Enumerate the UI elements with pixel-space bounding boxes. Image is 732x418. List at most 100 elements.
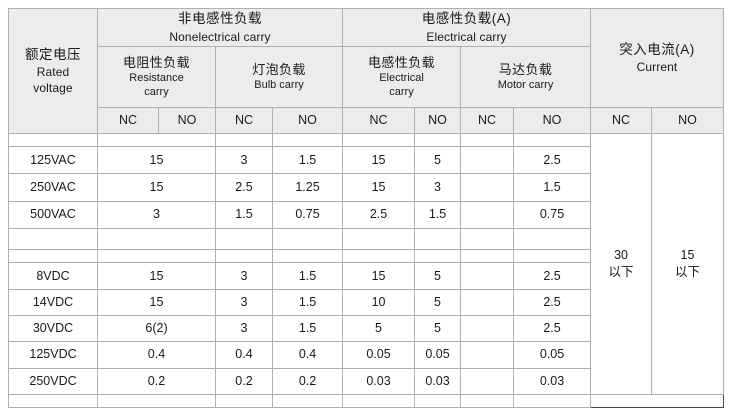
table-row: 250VAC 15 2.5 1.25 15 3 1.5	[8, 173, 724, 202]
subgroup-header-motor: 马达负载 Motor carry	[460, 46, 592, 108]
subgroup-bulb-cn: 灯泡负载	[252, 62, 306, 78]
group-current-en: Current	[636, 60, 678, 75]
cell-motor-nc	[460, 173, 515, 202]
current-no-value: 15	[680, 248, 695, 263]
data-top-spacer: 30 以下 15 以下	[8, 132, 724, 395]
cell-resistance: 0.2	[97, 367, 216, 395]
cell-motor-no: 2.5	[513, 314, 592, 343]
current-no-cell: 15 以下	[651, 133, 724, 395]
contact-header-motor-nc: NC	[460, 107, 515, 134]
cell-bulb-no: 0.75	[271, 200, 344, 230]
cell-electrical-no: 0.03	[414, 367, 462, 395]
contact-header-bulb-no: NO	[271, 107, 344, 134]
cell-motor-nc	[460, 200, 515, 230]
divider-cell-voltage	[8, 228, 98, 251]
subgroup-header-electrical: 电感性负载 Electrical carry	[342, 46, 462, 108]
divider-cell-motor-no	[513, 228, 592, 251]
row-label-voltage: 250VAC	[8, 173, 98, 202]
cell-electrical-nc: 2.5	[342, 200, 416, 230]
cell-electrical-no: 0.05	[414, 341, 462, 369]
corner-label-en-line2: voltage	[33, 81, 73, 96]
spacer2-cell-resistance	[97, 249, 216, 264]
cell-bulb-nc: 2.5	[215, 173, 273, 202]
cell-motor-nc	[460, 146, 515, 175]
contact-header-electrical-nc: NC	[342, 107, 416, 134]
cell-motor-nc	[460, 262, 515, 290]
subgroup-electrical-en-line2: carry	[389, 85, 414, 98]
cell-bulb-nc: 3	[215, 288, 273, 316]
contact-header-resistance-no: NO	[158, 107, 216, 134]
spacer3-cell-bulb-no	[271, 393, 344, 409]
table-row: 500VAC 3 1.5 0.75 2.5 1.5 0.75	[8, 200, 724, 230]
row-label-voltage: 30VDC	[8, 314, 98, 343]
table-row: 30VDC 6(2) 3 1.5 5 5 2.5	[8, 314, 724, 343]
header-subgroup-row: 电阻性负载 Resistance carry 灯泡负载 Bulb carry 电…	[9, 46, 724, 108]
group-nonelectrical-en: Nonelectrical carry	[169, 29, 271, 44]
subgroup-motor-en-line1: Motor carry	[497, 78, 554, 91]
subgroup-motor-cn: 马达负载	[498, 62, 553, 78]
divider-cell-bulb-nc	[215, 228, 273, 251]
spacer3-cell-motor-nc	[460, 393, 515, 409]
cell-motor-nc	[460, 341, 515, 369]
ac-dc-divider-row	[8, 228, 724, 251]
corner-label-en-line1: Rated	[36, 64, 70, 79]
table-row: 125VDC 0.4 0.4 0.4 0.05 0.05 0.05	[8, 341, 724, 369]
cell-bulb-nc: 3	[215, 314, 273, 343]
cell-bulb-no: 1.5	[271, 262, 344, 290]
cell-motor-no: 2.5	[513, 288, 592, 316]
subgroup-electrical-cn: 电感性负载	[368, 55, 436, 71]
cell-electrical-no: 3	[414, 173, 462, 202]
divider-cell-bulb-no	[271, 228, 344, 251]
cell-electrical-nc: 15	[342, 262, 416, 290]
cell-resistance: 15	[97, 262, 216, 290]
spacer-cell-resistance	[97, 132, 216, 148]
spacer2-cell-bulb-nc	[215, 249, 273, 264]
subgroup-electrical-en-line1: Electrical	[379, 72, 424, 85]
cell-electrical-no: 1.5	[414, 200, 462, 230]
current-nc-value: 30	[614, 248, 628, 263]
contact-header-resistance-nc: NC	[97, 107, 159, 134]
cell-bulb-no: 1.25	[271, 173, 344, 202]
divider-cell-resistance	[97, 228, 216, 251]
current-nc-cell: 30 以下	[590, 133, 653, 395]
group-header-current: 突入电流(A) Current	[590, 8, 724, 108]
subgroup-bulb-en-line1: Bulb carry	[254, 78, 304, 91]
group-header-nonelectrical: 非电感性负载 Nonelectrical carry	[96, 8, 344, 47]
cell-electrical-nc: 15	[342, 146, 416, 175]
spacer3-cell-electrical-nc	[342, 393, 416, 409]
cell-electrical-no: 5	[414, 146, 462, 175]
spacer2-cell-motor-no	[513, 249, 592, 264]
cell-bulb-no: 1.5	[271, 146, 344, 175]
contact-header-bulb-nc: NC	[215, 107, 273, 134]
spacer-cell-motor-no	[513, 132, 592, 148]
contact-header-motor-no: NO	[513, 107, 592, 134]
cell-resistance: 15	[97, 146, 216, 175]
table-row: 250VDC 0.2 0.2 0.2 0.03 0.03 0.03	[8, 367, 724, 395]
cell-bulb-no: 0.4	[271, 341, 344, 369]
subgroup-header-bulb: 灯泡负载 Bulb carry	[214, 46, 344, 108]
corner-rated-voltage-cell: 额定电压 Rated voltage	[8, 8, 98, 134]
group-current-cn: 突入电流(A)	[619, 41, 695, 57]
group-electrical-en: Electrical carry	[426, 29, 507, 44]
header-group-row: 额定电压 Rated voltage 非电感性负载 Nonelectrical …	[8, 8, 724, 134]
current-nc-suffix: 以下	[608, 264, 634, 279]
subgroup-resistance-cn: 电阻性负载	[122, 55, 190, 71]
contact-header-electrical-no: NO	[414, 107, 462, 134]
spacer-cell-bulb-no	[271, 132, 344, 148]
cell-resistance: 15	[97, 288, 216, 316]
spacer2-cell-electrical-no	[414, 249, 462, 264]
table-row: 14VDC 15 3 1.5 10 5 2.5	[8, 288, 724, 316]
cell-electrical-nc: 0.03	[342, 367, 416, 395]
table-row: 8VDC 15 3 1.5 15 5 2.5	[8, 262, 724, 290]
cell-bulb-no: 1.5	[271, 288, 344, 316]
cell-motor-no: 0.05	[513, 341, 592, 369]
header-contact-row: NC NO NC NO NC NO NC NO NC NO	[9, 107, 724, 134]
cell-bulb-no: 1.5	[271, 314, 344, 343]
spacer3-cell-electrical-no	[414, 393, 462, 409]
cell-resistance: 6(2)	[97, 314, 216, 343]
cell-motor-no: 2.5	[513, 146, 592, 175]
row-label-voltage: 8VDC	[8, 262, 98, 290]
divider-cell-electrical-no	[414, 228, 462, 251]
group-header-electrical: 电感性负载(A) Electrical carry	[342, 8, 592, 47]
divider-cell-electrical-nc	[342, 228, 416, 251]
